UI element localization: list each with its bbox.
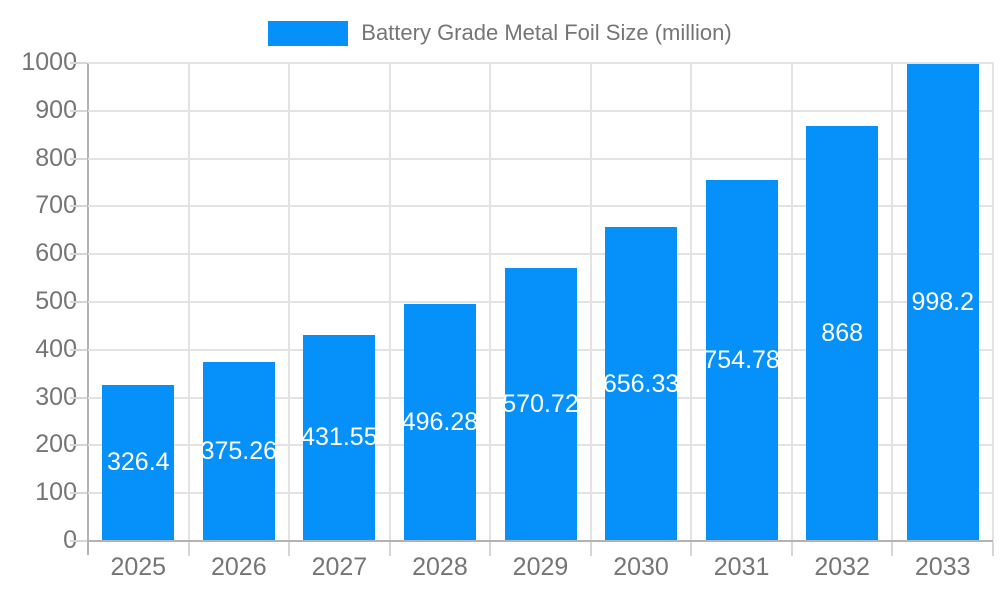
v-gridline	[589, 63, 592, 541]
bar-value-label: 375.26	[200, 436, 278, 465]
y-tick-mark	[70, 253, 87, 256]
plot-area: 326.4 375.26 431.55 496.28 570.72 656.33 754.7…	[88, 62, 994, 541]
x-tick-label: 2025	[110, 553, 167, 581]
bar-2030: 656.33	[602, 227, 680, 541]
x-tick-mark	[992, 542, 994, 556]
x-tick-label: 2033	[914, 553, 971, 581]
y-tick-mark	[70, 348, 87, 351]
bar-2025: 326.4	[102, 384, 175, 541]
v-gridline	[790, 63, 793, 541]
bar-2026: 375.26	[200, 361, 278, 541]
x-tick-label: 2027	[311, 553, 368, 581]
bar-2033: 998.2	[906, 63, 979, 541]
bar-2029: 570.72	[502, 268, 579, 541]
v-gridline	[891, 63, 894, 541]
h-gridline	[88, 205, 993, 208]
bar-value-label: 656.33	[602, 369, 680, 398]
y-tick-label: 1000	[21, 48, 77, 76]
y-tick-mark	[70, 492, 87, 495]
x-tick-mark	[388, 542, 391, 556]
bar-2032: 868	[806, 126, 879, 541]
y-tick-mark	[70, 540, 87, 542]
x-tick-mark	[489, 542, 492, 556]
bar-value-label: 496.28	[401, 407, 479, 436]
x-tick-mark	[288, 542, 291, 556]
x-tick-mark	[790, 542, 793, 556]
h-gridline	[88, 157, 993, 160]
legend-label: Battery Grade Metal Foil Size (million)	[361, 20, 732, 45]
y-axis-line	[87, 63, 89, 555]
x-tick-mark	[589, 542, 592, 556]
bar-2028: 496.28	[401, 303, 479, 541]
x-tick-label: 2026	[211, 553, 267, 581]
y-tick-mark	[70, 109, 87, 112]
bar-2027: 431.55	[301, 334, 378, 541]
v-gridline	[388, 63, 391, 541]
bar-value-label: 998.2	[911, 287, 974, 316]
bar-2031: 754.78	[703, 180, 780, 541]
bar-value-label: 326.4	[106, 448, 170, 477]
y-tick-mark	[70, 205, 87, 208]
x-tick-mark	[187, 542, 190, 556]
x-tick-mark	[690, 542, 693, 556]
bar-value-label: 868	[821, 319, 864, 348]
v-gridline	[690, 63, 693, 541]
bar-value-label: 754.78	[703, 346, 780, 375]
x-axis-baseline	[88, 540, 993, 542]
y-tick-mark	[70, 301, 87, 303]
v-gridline	[187, 63, 190, 541]
x-tick-label: 2030	[613, 553, 669, 581]
legend-swatch-icon	[268, 20, 349, 46]
h-gridline	[88, 62, 993, 64]
y-tick-mark	[70, 444, 87, 447]
y-tick-mark	[70, 396, 87, 399]
v-gridline	[992, 63, 994, 541]
x-tick-mark	[891, 542, 894, 556]
x-tick-label: 2032	[814, 553, 870, 581]
v-gridline	[489, 63, 492, 541]
y-tick-mark	[70, 157, 87, 160]
bar-value-label: 431.55	[301, 423, 378, 452]
chart-legend: Battery Grade Metal Foil Size (million)	[0, 14, 1000, 52]
x-tick-label: 2028	[412, 553, 468, 581]
x-tick-label: 2029	[512, 553, 569, 581]
bar-value-label: 570.72	[502, 390, 579, 419]
h-gridline	[88, 109, 993, 112]
x-tick-label: 2031	[713, 553, 770, 581]
v-gridline	[288, 63, 291, 541]
h-gridline	[88, 253, 993, 256]
y-tick-mark	[70, 62, 87, 64]
